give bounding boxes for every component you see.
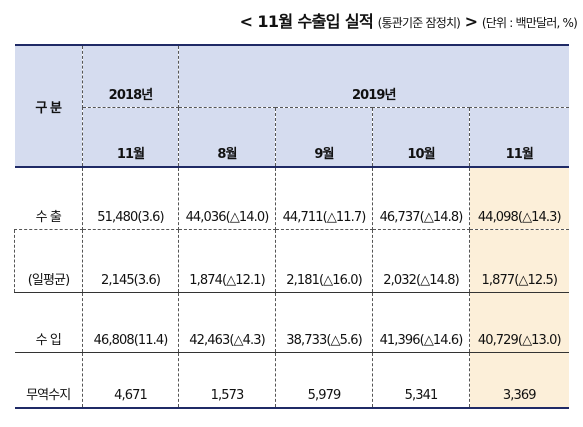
table-cell: 2,032(△14.8) <box>372 229 470 293</box>
month-header: 9월 <box>275 107 373 168</box>
table-row: 무역수지 4,671 1,573 5,979 5,341 3,369 <box>14 352 569 409</box>
month-header: 8월 <box>178 107 276 168</box>
table-cell: 1,874(△12.1) <box>178 229 276 293</box>
table-cell: 2,181(△16.0) <box>275 229 373 293</box>
row-label: 수 입 <box>14 292 83 353</box>
table-cell: 44,036(△14.0) <box>178 167 276 230</box>
table-cell: 5,979 <box>275 352 373 409</box>
table-caption: < 11월 수출입 실적 (통관기준 잠정치) > (단위 : 백만달러, %) <box>239 8 578 31</box>
table-cell: 38,733(△5.6) <box>275 292 373 353</box>
table-cell-highlight: 44,098(△14.3) <box>469 167 569 230</box>
month-header: 11월 <box>469 107 569 168</box>
year-header-2018: 2018년 <box>82 44 179 108</box>
caption-arrow: > <box>464 12 478 31</box>
table-cell-highlight: 40,729(△13.0) <box>469 292 569 353</box>
month-header: 10월 <box>372 107 470 168</box>
year-header-2019: 2019년 <box>178 44 569 108</box>
row-label: 무역수지 <box>14 352 83 409</box>
trade-table: 구 분 2018년 2019년 11월 8월 9월 10월 11월 수 출 51… <box>14 44 569 409</box>
table-cell: 2,145(3.6) <box>82 229 179 293</box>
category-header: 구 분 <box>14 44 83 168</box>
caption-basis: (통관기준 잠정치) <box>377 16 461 30</box>
table-cell: 46,808(11.4) <box>82 292 179 353</box>
table-cell: 44,711(△11.7) <box>275 167 373 230</box>
table-cell: 42,463(△4.3) <box>178 292 276 353</box>
caption-title: < 11월 수출입 실적 <box>239 12 374 31</box>
row-label: 수 출 <box>14 167 83 230</box>
row-label: (일평균) <box>14 229 83 293</box>
table-row: 수 출 51,480(3.6) 44,036(△14.0) 44,711(△11… <box>14 167 569 230</box>
table-cell: 1,573 <box>178 352 276 409</box>
caption-unit: (단위 : 백만달러, %) <box>481 16 578 30</box>
table-cell: 41,396(△14.6) <box>372 292 470 353</box>
table-cell-highlight: 3,369 <box>469 352 569 409</box>
table-cell: 4,671 <box>82 352 179 409</box>
table-cell-highlight: 1,877(△12.5) <box>469 229 569 293</box>
table-cell: 5,341 <box>372 352 470 409</box>
table-cell: 46,737(△14.8) <box>372 167 470 230</box>
month-header: 11월 <box>82 107 179 168</box>
table-row: 수 입 46,808(11.4) 42,463(△4.3) 38,733(△5.… <box>14 292 569 353</box>
table-cell: 51,480(3.6) <box>82 167 179 230</box>
table-row: (일평균) 2,145(3.6) 1,874(△12.1) 2,181(△16.… <box>14 229 569 293</box>
